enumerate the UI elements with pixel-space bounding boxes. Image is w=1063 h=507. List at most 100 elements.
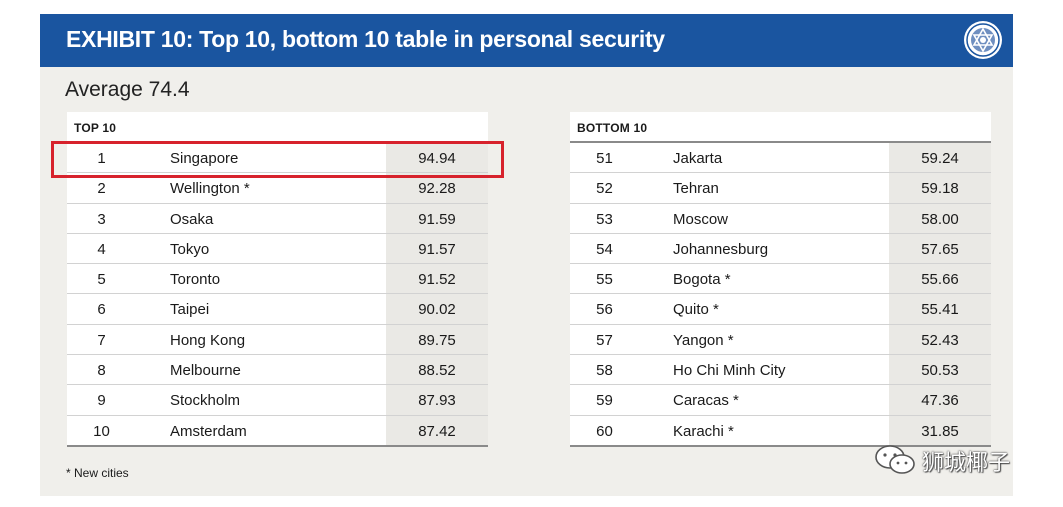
footnote: * New cities	[66, 466, 129, 480]
city-cell-text: Quito *	[673, 301, 719, 319]
city-cell: Hong Kong	[136, 324, 386, 355]
rank-cell: 53	[570, 203, 639, 233]
table-row: 55 Bogota * 55.66	[570, 264, 991, 295]
top-10-table: TOP 10 1 Singapore 94.94 2 Wellington * 92.28…	[67, 112, 488, 447]
score-cell: 52.43	[889, 324, 991, 355]
rank-cell: 9	[67, 385, 136, 415]
rank-cell: 59	[570, 385, 639, 415]
score-cell-text: 52.43	[921, 331, 959, 349]
rank-cell-text: 7	[97, 331, 106, 349]
rank-cell-text: 8	[97, 362, 106, 380]
bottom-10-heading: BOTTOM 10	[577, 121, 648, 135]
score-cell-text: 91.57	[418, 240, 456, 258]
table-row: 8 Melbourne 88.52	[67, 355, 488, 386]
table-row: 56 Quito * 55.41	[570, 294, 991, 325]
city-cell-text: Toronto	[170, 271, 221, 289]
city-cell: Bogota *	[639, 264, 889, 294]
rank-cell: 10	[67, 415, 136, 445]
score-cell: 87.93	[386, 385, 488, 415]
rank-cell: 54	[570, 233, 639, 264]
table-row: 60 Karachi * 31.85	[570, 415, 991, 447]
rank-cell-text: 54	[596, 240, 613, 258]
score-cell: 47.36	[889, 385, 991, 415]
table-row: 53 Moscow 58.00	[570, 203, 991, 234]
city-cell-text: Melbourne	[170, 362, 241, 380]
table-row: 4 Tokyo 91.57	[67, 233, 488, 265]
rank-cell: 5	[67, 264, 136, 294]
table-row: 54 Johannesburg 57.65	[570, 233, 991, 265]
rank-cell-text: 9	[97, 392, 106, 410]
score-cell-text: 59.18	[921, 180, 959, 198]
city-cell: Osaka	[136, 203, 386, 233]
rank-cell-text: 1	[97, 150, 106, 167]
score-cell-text: 87.93	[418, 392, 456, 410]
emblem-logo-icon	[964, 21, 1002, 59]
table-row: 7 Hong Kong 89.75	[67, 324, 488, 356]
city-cell: Toronto	[136, 264, 386, 294]
city-cell: Caracas *	[639, 385, 889, 415]
score-cell: 91.57	[386, 233, 488, 264]
score-cell: 55.41	[889, 294, 991, 324]
score-cell-text: 89.75	[418, 331, 456, 349]
table-row: 3 Osaka 91.59	[67, 203, 488, 234]
city-cell-text: Johannesburg	[673, 240, 769, 258]
rank-cell-text: 55	[596, 271, 613, 289]
city-cell-text: Jakarta	[673, 150, 723, 167]
score-cell: 59.18	[889, 173, 991, 203]
rank-cell: 55	[570, 264, 639, 294]
city-cell-text: Singapore	[170, 150, 239, 167]
table-row: 9 Stockholm 87.93	[67, 385, 488, 416]
city-cell-text: Yangon *	[673, 331, 734, 349]
score-cell-text: 59.24	[921, 150, 959, 167]
score-cell: 91.59	[386, 203, 488, 233]
score-cell-text: 94.94	[418, 150, 456, 167]
city-cell: Ho Chi Minh City	[639, 355, 889, 385]
score-cell: 87.42	[386, 415, 488, 445]
rank-cell: 6	[67, 294, 136, 324]
table-row: 58 Ho Chi Minh City 50.53	[570, 355, 991, 386]
city-cell-text: Ho Chi Minh City	[673, 362, 786, 380]
rank-cell: 3	[67, 203, 136, 233]
score-cell-text: 55.66	[921, 271, 959, 289]
rank-cell-text: 51	[596, 150, 613, 167]
score-cell-text: 31.85	[921, 422, 959, 440]
exhibit-panel: EXHIBIT 10: Top 10, bottom 10 table in p…	[40, 14, 1013, 496]
rank-cell: 58	[570, 355, 639, 385]
rank-cell-text: 58	[596, 362, 613, 380]
city-cell: Tehran	[639, 173, 889, 203]
score-cell: 88.52	[386, 355, 488, 385]
score-cell-text: 47.36	[921, 392, 959, 410]
score-cell: 59.24	[889, 143, 991, 173]
rank-cell-text: 10	[93, 422, 110, 440]
city-cell-text: Caracas *	[673, 392, 739, 410]
rank-cell-text: 57	[596, 331, 613, 349]
score-cell: 58.00	[889, 203, 991, 233]
city-cell: Wellington *	[136, 173, 386, 203]
top-10-heading: TOP 10	[74, 121, 117, 135]
city-cell-text: Amsterdam	[170, 422, 247, 440]
city-cell: Singapore	[136, 143, 386, 173]
table-heading: TOP 10	[67, 112, 488, 143]
wechat-icon	[875, 445, 915, 474]
rank-cell-text: 59	[596, 392, 613, 410]
city-cell: Yangon *	[639, 324, 889, 355]
bottom-10-table: BOTTOM 10 51 Jakarta 59.24 52 Tehran 59.18 53 M…	[570, 112, 991, 447]
rank-cell: 52	[570, 173, 639, 203]
rank-cell-text: 3	[97, 210, 106, 228]
city-cell-text: Moscow	[673, 210, 729, 228]
score-cell: 91.52	[386, 264, 488, 294]
table-row: 51 Jakarta 59.24	[570, 143, 991, 174]
city-cell: Melbourne	[136, 355, 386, 385]
rank-cell: 57	[570, 324, 639, 355]
score-cell: 55.66	[889, 264, 991, 294]
rank-cell: 7	[67, 324, 136, 355]
table-heading: BOTTOM 10	[570, 112, 991, 143]
rank-cell-text: 5	[97, 271, 106, 289]
rank-cell: 2	[67, 173, 136, 203]
city-cell-text: Wellington *	[170, 180, 250, 198]
table-row: 57 Yangon * 52.43	[570, 324, 991, 356]
city-cell: Tokyo	[136, 233, 386, 264]
rank-cell-text: 53	[596, 210, 613, 228]
city-cell: Quito *	[639, 294, 889, 324]
watermark: 狮城椰子	[872, 441, 1042, 481]
